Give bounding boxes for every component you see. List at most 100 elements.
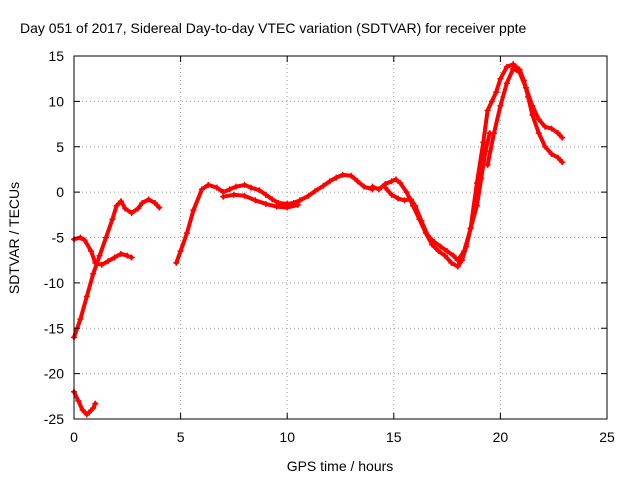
data-point [96, 252, 103, 259]
data-point [205, 181, 212, 188]
data-point [139, 200, 146, 207]
chart-title: Day 051 of 2017, Sidereal Day-to-day VTE… [20, 20, 527, 36]
data-point [454, 257, 461, 264]
data-point [134, 205, 141, 212]
data-point [83, 293, 90, 300]
data-point [388, 178, 395, 185]
data-point [473, 180, 480, 187]
data-point [156, 204, 163, 211]
data-point [467, 225, 474, 232]
data-point [326, 178, 333, 185]
data-point [79, 406, 86, 413]
data-point [403, 189, 410, 196]
x-tick-label: 15 [386, 429, 402, 445]
x-tick-label: 20 [493, 429, 509, 445]
data-point [173, 259, 180, 266]
data-point [117, 198, 124, 205]
y-tick-label: -20 [44, 366, 64, 382]
data-point [407, 196, 414, 203]
x-axis-label: GPS time / hours [287, 458, 394, 474]
data-point [128, 209, 135, 216]
data-point [431, 239, 438, 246]
data-point [213, 184, 220, 191]
data-point [294, 201, 301, 208]
data-point [437, 243, 444, 250]
data-point [542, 143, 549, 150]
data-point [412, 202, 419, 209]
data-point [113, 202, 120, 209]
data-point [516, 69, 523, 76]
data-point [256, 187, 263, 194]
data-point [542, 123, 549, 130]
data-point [92, 259, 99, 266]
data-point [444, 248, 451, 255]
data-point [198, 186, 205, 193]
plot-frame [73, 55, 608, 420]
data-point [269, 196, 276, 203]
data-point [497, 102, 504, 109]
data-point [388, 191, 395, 198]
data-point [92, 400, 99, 407]
data-point [262, 191, 269, 198]
data-point [497, 75, 504, 82]
data-point [488, 98, 495, 105]
data-point [241, 192, 248, 199]
y-tick-label: 5 [56, 139, 64, 155]
data-point [124, 252, 131, 259]
data-point [529, 111, 536, 118]
x-tick-label: 10 [279, 429, 295, 445]
data-point [128, 254, 135, 261]
data-point [441, 252, 448, 259]
data-point [152, 200, 159, 207]
data-point [493, 89, 500, 96]
data-point [401, 197, 408, 204]
series-seg-early-low [72, 389, 98, 417]
data-point [252, 197, 259, 204]
data-point [247, 184, 254, 191]
data-point [190, 207, 197, 214]
data-point [284, 204, 291, 211]
data-point [220, 193, 227, 200]
y-tick-label: 0 [56, 184, 64, 200]
data-point [241, 181, 248, 188]
data-point [88, 248, 95, 255]
y-tick-label: 10 [48, 93, 64, 109]
y-axis-label: SDTVAR / TECUs [6, 182, 22, 294]
x-tick-label: 0 [70, 429, 78, 445]
data-point [450, 252, 457, 259]
data-point [461, 248, 468, 255]
y-tick-label: -25 [44, 411, 64, 427]
data-point [273, 203, 280, 210]
data-point [503, 63, 510, 70]
data-point [226, 186, 233, 193]
data-point [183, 229, 190, 236]
data-point [98, 261, 105, 268]
data-point [375, 186, 382, 193]
data-point [230, 191, 237, 198]
data-point [548, 151, 555, 158]
data-point [75, 397, 82, 404]
data-point [354, 178, 361, 185]
data-point [484, 161, 491, 168]
data-point [339, 171, 346, 178]
data-point [122, 205, 129, 212]
data-point [233, 183, 240, 190]
data-point [397, 180, 404, 187]
data-point [559, 159, 566, 166]
data-point [145, 196, 152, 203]
data-point [484, 107, 491, 114]
y-tick-label: -10 [44, 275, 64, 291]
data-point [111, 254, 118, 261]
data-point [85, 409, 92, 416]
data-point [418, 218, 425, 225]
data-point [554, 130, 561, 137]
data-point [548, 125, 555, 132]
data-point [522, 84, 529, 91]
data-point [117, 250, 124, 257]
data-point [535, 116, 542, 123]
data-point [392, 176, 399, 183]
data-point [90, 405, 97, 412]
axis-ticks: 0 5 10 15 20 25 -25 -20 -15 -10 -5 0 5 10 15 [44, 48, 615, 445]
data-point [311, 188, 318, 195]
